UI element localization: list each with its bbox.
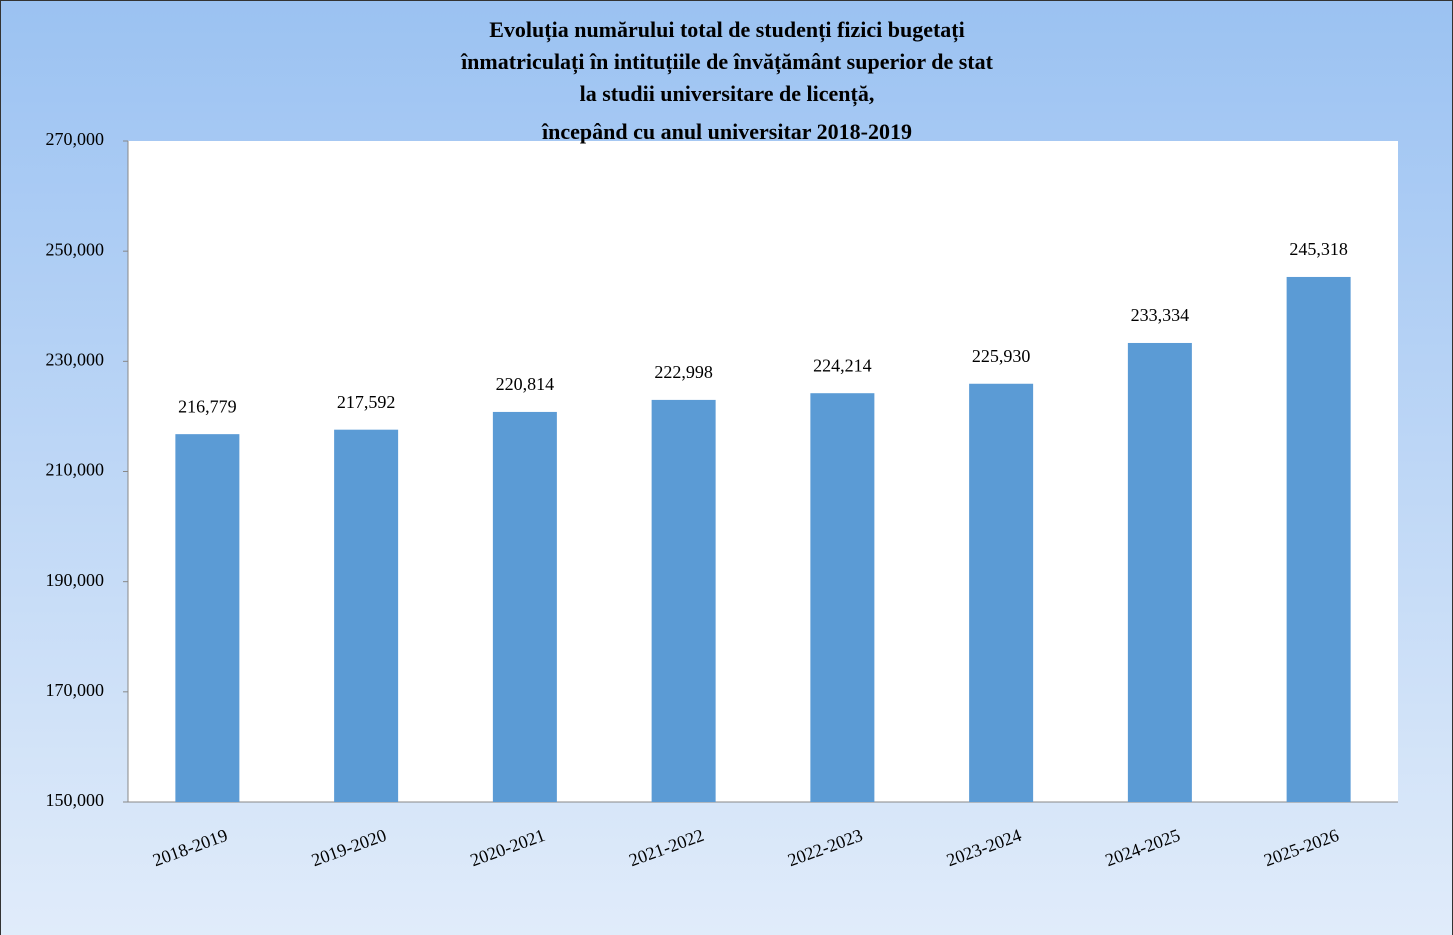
y-tick-label: 210,000 bbox=[46, 460, 105, 480]
y-tick-label: 170,000 bbox=[46, 680, 105, 700]
bar bbox=[810, 393, 875, 802]
bar bbox=[969, 383, 1034, 802]
bar bbox=[175, 434, 240, 802]
chart-title: la studii universitare de licență, bbox=[580, 81, 875, 107]
data-label: 220,814 bbox=[496, 374, 555, 394]
chart-title: Evoluția numărului total de studenți fiz… bbox=[489, 17, 964, 43]
bar bbox=[651, 399, 716, 802]
y-tick-label: 150,000 bbox=[46, 790, 105, 810]
data-label: 233,334 bbox=[1131, 305, 1190, 325]
y-tick-label: 230,000 bbox=[46, 349, 105, 369]
chart-title: înmatriculați în intituțiile de învățămâ… bbox=[460, 49, 994, 75]
data-label: 225,930 bbox=[972, 346, 1031, 366]
data-label: 222,998 bbox=[654, 362, 713, 382]
bar bbox=[1127, 342, 1192, 802]
data-label: 245,318 bbox=[1289, 239, 1348, 259]
y-tick-label: 270,000 bbox=[46, 129, 105, 149]
data-label: 224,214 bbox=[813, 355, 872, 375]
plot-area bbox=[128, 141, 1398, 802]
chart-title: începând cu anul universitar 2018-2019 bbox=[541, 119, 912, 144]
y-tick-label: 190,000 bbox=[46, 570, 105, 590]
data-label: 217,592 bbox=[337, 392, 396, 412]
y-tick-label: 250,000 bbox=[46, 239, 105, 259]
bar bbox=[492, 411, 557, 802]
data-label: 216,779 bbox=[178, 396, 237, 416]
bar bbox=[1286, 276, 1351, 803]
bar bbox=[334, 429, 399, 802]
